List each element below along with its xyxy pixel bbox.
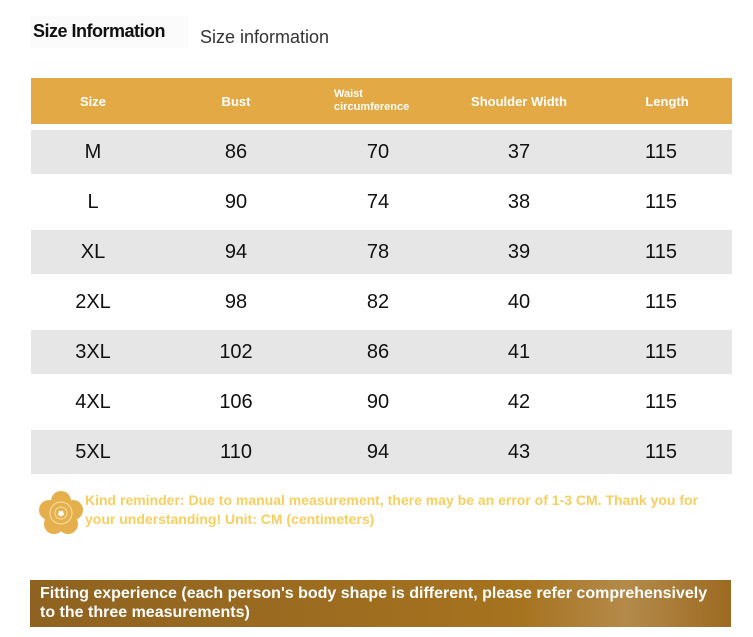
table-row: 2XL 98 82 40 115	[31, 280, 732, 324]
table-cell: 94	[224, 241, 248, 263]
table-cell: 115	[645, 441, 677, 463]
table-cell: M	[84, 141, 102, 163]
table-cell: 115	[645, 241, 677, 263]
table-cell: 86	[366, 341, 390, 363]
table-cell: 42	[507, 391, 531, 413]
table-cell: 106	[219, 391, 253, 413]
kind-reminder: Kind reminder: Due to manual measurement…	[85, 492, 699, 527]
table-cell: 40	[507, 291, 531, 313]
table-cell: 2XL	[75, 291, 111, 313]
header-bust: Bust	[221, 93, 251, 109]
table-cell: L	[87, 191, 99, 213]
header-waist: Waist circumference	[334, 88, 410, 113]
table-cell: 115	[645, 291, 677, 313]
table-cell: 39	[507, 241, 531, 263]
table-cell: 115	[645, 341, 677, 363]
flower-icon	[39, 491, 83, 534]
table-row: 3XL 102 86 41 115	[31, 330, 732, 374]
table-cell: 115	[645, 191, 677, 213]
section-title: Size Information	[30, 16, 188, 48]
table-cell: 86	[224, 141, 248, 163]
table-cell: 110	[220, 441, 252, 463]
header-size: Size	[79, 93, 107, 109]
table-row: 4XL 106 90 42 115	[31, 380, 732, 424]
table-row: 5XL 110 94 43 115	[31, 430, 732, 474]
table-cell: 41	[507, 341, 531, 363]
table-header: Size Bust Waist circumference Shoulder W…	[31, 78, 732, 124]
table-cell: 98	[224, 291, 248, 313]
table-cell: 3XL	[75, 341, 111, 363]
header-length: Length	[645, 93, 689, 109]
table-cell: 4XL	[75, 391, 111, 413]
table-cell: 5XL	[75, 441, 111, 463]
table-cell: 90	[366, 391, 390, 413]
table-row: XL 94 78 39 115	[31, 230, 732, 274]
table-cell: 115	[645, 141, 677, 163]
table-cell: 38	[507, 191, 531, 213]
table-cell: 43	[507, 441, 531, 463]
table-cell: 115	[645, 391, 677, 413]
table-row: M 86 70 37 115	[31, 130, 732, 174]
table-row: L 90 74 38 115	[31, 180, 732, 224]
header-shoulder: Shoulder Width	[471, 93, 567, 109]
fitting-experience-banner: Fitting experience (each person's body s…	[30, 580, 731, 627]
section-subtitle: Size information	[200, 27, 330, 47]
table-cell: 70	[366, 141, 390, 163]
table-cell: 90	[224, 191, 248, 213]
table-cell: XL	[80, 241, 106, 263]
table-cell: 78	[366, 241, 390, 263]
table-cell: 74	[366, 191, 390, 213]
table-cell: 94	[366, 441, 390, 463]
table-cell: 37	[507, 141, 531, 163]
table-cell: 102	[219, 341, 253, 363]
table-cell: 82	[366, 291, 390, 313]
